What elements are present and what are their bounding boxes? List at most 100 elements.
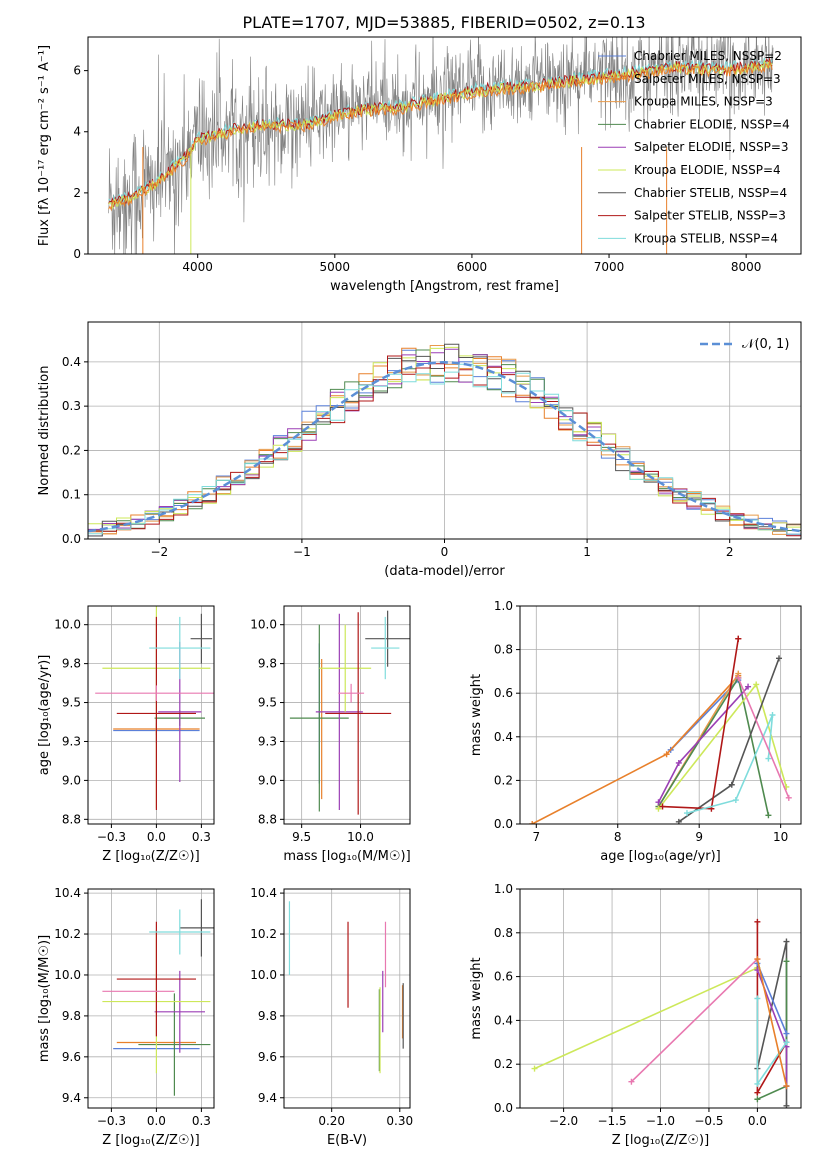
mass-vs-Z-plot-area xyxy=(102,899,214,1096)
legend-entry: Kroupa STELIB, NSSP=4 xyxy=(634,231,778,245)
y-tick-label: 9.4 xyxy=(62,1091,81,1105)
weight-marker xyxy=(683,810,690,817)
weight-line xyxy=(737,677,790,799)
weight-marker xyxy=(754,918,761,925)
x-tick-label: 9.5 xyxy=(292,830,311,844)
mass-vs-EBV-panel: 0.20 0.30 9.4 9.6 9.8 10.0 10.2 10.4 E(B-V) xyxy=(250,886,413,1148)
y-tick-label: 0.6 xyxy=(494,970,513,984)
histogram-step xyxy=(88,355,801,537)
weight-marker xyxy=(728,781,735,788)
weight-line xyxy=(756,963,788,1034)
spectrum-plot-area xyxy=(108,37,774,254)
x-tick-label: −1.0 xyxy=(646,1114,675,1128)
age-vs-Z-xlabel: Z [log₁₀(Z/Z☉)] xyxy=(102,849,199,864)
histogram-step xyxy=(88,363,801,535)
mass-weight-vs-Z-ylabel: mass weight xyxy=(469,957,484,1039)
weight-marker xyxy=(735,635,742,642)
spectrum-ylabel: Flux [fλ 10⁻¹⁷ erg cm⁻² s⁻¹ A⁻¹] xyxy=(37,45,52,246)
weight-marker xyxy=(769,712,776,718)
y-tick-label: 9.6 xyxy=(258,1050,277,1064)
weight-marker xyxy=(754,995,761,1002)
y-tick-label: 0.3 xyxy=(62,399,81,413)
x-tick-label: −0.3 xyxy=(97,1114,126,1128)
y-tick-label: 8.8 xyxy=(62,812,81,826)
x-tick-label: 9 xyxy=(695,830,703,844)
x-tick-label: 8 xyxy=(614,830,622,844)
weight-marker xyxy=(783,958,790,965)
axes-frame xyxy=(87,605,215,825)
age-vs-Z-plot-area xyxy=(95,606,214,810)
y-tick-label: 9.3 xyxy=(62,734,81,748)
axes-frame xyxy=(519,605,802,825)
weight-marker xyxy=(628,1078,635,1085)
y-tick-label: 9.0 xyxy=(62,773,81,787)
y-tick-label: 9.6 xyxy=(62,1050,81,1064)
x-tick-label: 0.30 xyxy=(386,1114,413,1128)
y-tick-label: 4 xyxy=(73,125,81,139)
weight-marker xyxy=(753,681,760,688)
weight-marker xyxy=(783,1083,790,1090)
legend-entry: Salpeter ELODIE, NSSP=3 xyxy=(634,140,789,154)
weight-marker xyxy=(675,759,682,766)
x-tick-label: 0 xyxy=(441,545,449,559)
x-tick-label: −0.3 xyxy=(97,830,126,844)
x-tick-label: −0.5 xyxy=(694,1114,723,1128)
weight-line xyxy=(756,998,788,1087)
mass-weight-vs-Z-xlabel: Z [log₁₀(Z/Z☉)] xyxy=(612,1133,709,1148)
weight-marker xyxy=(754,1096,761,1103)
x-tick-label: −1.5 xyxy=(597,1114,626,1128)
age-vs-mass-panel: 9.5 10.0 8.8 9.0 9.3 9.5 9.8 10.0 mass [log₁₀(M/… xyxy=(250,605,411,864)
model-spectrum xyxy=(108,59,773,212)
weight-marker xyxy=(655,799,662,806)
mass-weight-vs-Z-plot-area xyxy=(531,918,790,1108)
legend-entry: 𝒩(0, 1) xyxy=(742,337,789,352)
legend-entry: Salpeter MILES, NSSP=3 xyxy=(634,72,781,86)
y-tick-label: 0.0 xyxy=(494,1101,513,1115)
y-tick-label: 9.8 xyxy=(62,657,81,671)
y-tick-label: 0.2 xyxy=(494,773,513,787)
weight-line xyxy=(534,967,758,1070)
mass-weight-vs-age-plot-area xyxy=(529,635,792,824)
weight-marker xyxy=(659,803,666,810)
weight-marker xyxy=(745,683,752,690)
residuals-plot-area xyxy=(88,343,801,537)
mass-weight-vs-age-panel: 7 8 9 10 0.0 0.2 0.4 0.6 0.8 1.0 age [log₁₀(age/yr… xyxy=(469,599,802,864)
weight-marker xyxy=(776,655,783,662)
axes-frame xyxy=(519,888,802,1109)
legend-entry: Chabrier STELIB, NSSP=4 xyxy=(634,186,787,200)
x-tick-label: 7000 xyxy=(594,260,625,274)
y-tick-label: 0.6 xyxy=(494,686,513,700)
y-tick-label: 10.2 xyxy=(250,927,277,941)
spectrum-xlabel: wavelength [Angstrom, rest frame] xyxy=(330,279,559,294)
weight-marker xyxy=(783,1039,790,1046)
x-tick-label: −1 xyxy=(293,545,311,559)
axes-frame xyxy=(87,36,802,255)
weight-marker xyxy=(765,755,772,762)
y-tick-label: 10.2 xyxy=(54,927,81,941)
age-vs-Z-panel: −0.3 0.0 0.3 8.8 9.0 9.3 9.5 9.8 10.0 Z [log₁₀(Z/… xyxy=(37,605,215,864)
y-tick-label: 0.1 xyxy=(62,488,81,502)
y-tick-label: 0.4 xyxy=(494,1013,513,1027)
mass-weight-vs-Z-panel: −2.0 −1.5 −1.0 −0.5 0.0 0.0 0.2 0.4 0.6 0.8 1.0 Z [… xyxy=(469,882,802,1148)
age-vs-Z-ylabel: age [log₁₀(age/yr)] xyxy=(37,655,52,776)
y-tick-label: 0.4 xyxy=(62,355,81,369)
legend-entry: Chabrier MILES, NSSP=2 xyxy=(634,49,782,63)
x-tick-label: 10.0 xyxy=(347,830,374,844)
y-tick-label: 9.0 xyxy=(258,773,277,787)
x-tick-label: 7 xyxy=(532,830,540,844)
y-tick-label: 9.5 xyxy=(258,696,277,710)
y-tick-label: 0.2 xyxy=(494,1057,513,1071)
mass-weight-vs-age-xlabel: age [log₁₀(age/yr)] xyxy=(600,849,721,864)
weight-marker xyxy=(655,805,662,812)
y-tick-label: 9.8 xyxy=(62,1009,81,1023)
mass-vs-Z-xlabel: Z [log₁₀(Z/Z☉)] xyxy=(102,1133,199,1148)
weight-marker xyxy=(732,797,739,804)
legend-entry: Salpeter STELIB, NSSP=3 xyxy=(634,209,786,223)
x-tick-label: 8000 xyxy=(731,260,762,274)
x-tick-label: 0.3 xyxy=(192,830,211,844)
data-spectrum xyxy=(108,37,774,254)
weight-marker xyxy=(785,794,792,801)
mass-vs-Z-panel: −0.3 0.0 0.3 9.4 9.6 9.8 10.0 10.2 10.4 Z [log₁₀(… xyxy=(37,886,215,1148)
x-tick-label: −2 xyxy=(150,545,168,559)
